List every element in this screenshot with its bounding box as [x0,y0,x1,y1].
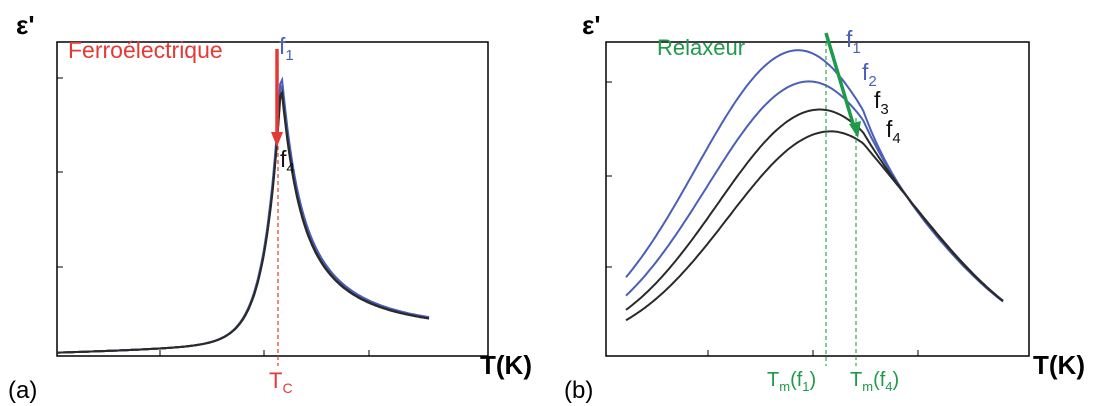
tc-sub: C [282,380,292,396]
green-arrow-head [849,121,861,138]
freq-base: f [886,116,893,142]
series-line-2 [56,82,430,354]
series-line-1 [625,49,1004,303]
freq-sub: 3 [880,101,888,118]
tm-sub: m [862,379,873,394]
freq-label-f1-b: f1 [846,26,861,57]
series-line-4 [56,91,430,354]
tc-base: T [269,368,282,393]
tm-f1-label: Tm(f1) [767,369,816,394]
panel-a-label: (a) [8,377,37,404]
freq-base: f [280,146,287,172]
freq-sub: 1 [285,47,293,64]
freq-base: f [846,26,853,52]
tm-base: T [850,369,862,391]
panel-a-y-ticks [57,77,63,268]
freq-label-f3-b: f3 [874,87,889,118]
tm-arg-sub: 4 [885,379,892,394]
freq-base: f [874,87,881,113]
green-arrow-shaft [824,32,856,128]
panel-b-frame [605,41,1030,357]
panel-b-y-ticks [606,81,612,268]
freq-sub: 4 [286,160,294,177]
tm-arg: (f [790,369,803,391]
panel-a: ε' T(K) (a) Ferroélectrique f1 f4 TC [8,10,532,404]
panel-b-label: (b) [564,377,593,404]
tm-arg-sub: 1 [802,379,809,394]
tm-sub: m [779,379,790,394]
panel-a-xlabel: T(K) [480,350,532,380]
freq-label-f4-b: f4 [886,116,901,147]
freq-sub: 1 [852,40,860,57]
tm-arg-end: ) [810,369,817,391]
panel-a-x-ticks [159,350,370,356]
tc-label: TC [269,368,293,396]
panel-b-curves [625,49,1004,322]
freq-base: f [862,59,869,85]
panel-a-frame [56,41,489,357]
freq-label-f1-a: f1 [279,33,294,64]
tm-base: T [767,369,779,391]
series-line-3 [625,108,1004,311]
freq-sub: 2 [868,73,876,90]
tm-f4-label: Tm(f4) [850,369,899,394]
red-arrow-head [271,132,283,147]
panel-a-curves [56,76,430,354]
series-line-4 [625,130,1004,322]
freq-label-f2-b: f2 [862,59,877,90]
freq-sub: 4 [892,130,900,147]
relaxeur-annotation: Relaxeur [657,35,745,60]
series-line-1 [56,76,430,354]
panel-b: ε' T(K) (b) Relaxeur f1 f2 f3 f4 Tm(f1) … [564,10,1085,404]
ferroelectrique-annotation: Ferroélectrique [68,37,223,63]
tm-arg-end: ) [893,369,900,391]
panel-b-ylabel: ε' [582,10,601,40]
series-line-3 [56,88,430,354]
panel-b-xlabel: T(K) [1033,350,1085,380]
freq-label-f4-a: f4 [280,146,295,177]
panel-a-ylabel: ε' [16,10,35,40]
panel-b-x-ticks [707,350,919,356]
freq-base: f [279,33,286,59]
tm-arg: (f [873,369,886,391]
